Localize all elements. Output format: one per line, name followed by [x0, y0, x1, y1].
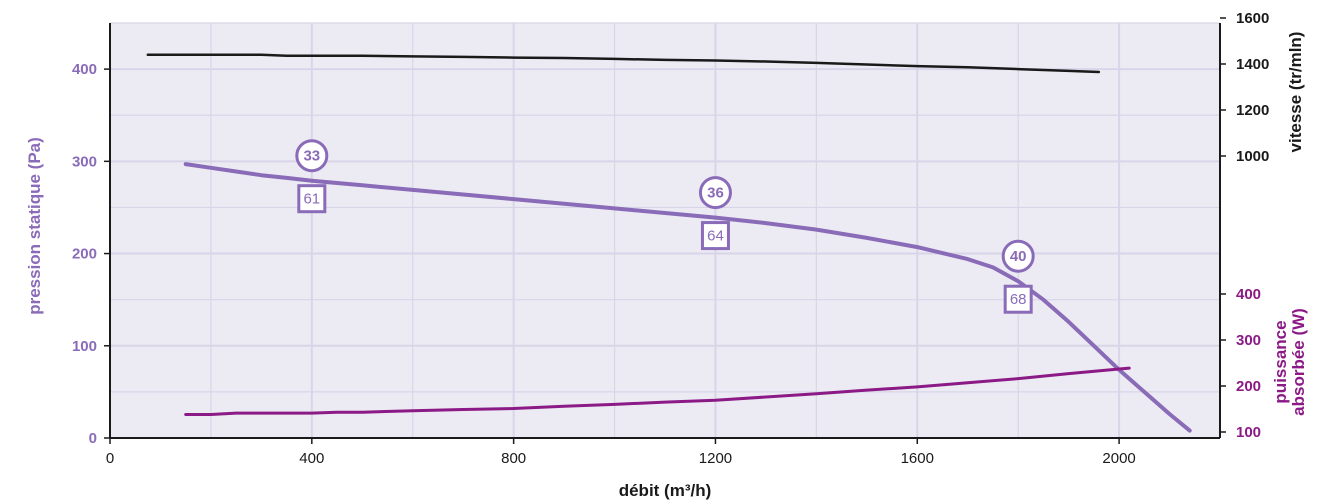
annotation-circle: [698, 176, 732, 210]
speed-tick-label: 1600: [1236, 10, 1269, 27]
annotation-box-label: 61: [303, 191, 320, 208]
plot-background: [110, 23, 1220, 438]
x-tick-label: 2000: [1102, 450, 1135, 467]
power-axis-title-line1: puissance: [1271, 320, 1290, 403]
left-tick-label: 0: [89, 430, 97, 447]
speed-axis-ticks: 1000 1200 1400 1600: [1220, 10, 1269, 165]
pressure-curve: [183, 162, 1192, 433]
annotation-markers: 33 61 36 64 40 68: [295, 139, 1035, 314]
speed-curve: [146, 53, 1101, 74]
series-lines: [146, 53, 1192, 433]
left-axis-ticks: 0 100 200 300 400: [72, 61, 110, 447]
power-tick-label: 100: [1236, 424, 1261, 441]
speed-tick-label: 1200: [1236, 102, 1269, 119]
annotation-circle: [295, 139, 329, 173]
x-tick-label: 400: [299, 450, 324, 467]
annotation-box: [297, 184, 327, 214]
power-tick-label: 400: [1236, 286, 1261, 303]
left-axis-title: pression statique (Pa): [25, 137, 44, 315]
left-tick-label: 200: [72, 246, 97, 263]
x-axis-ticks: 0 400 800 1200 1600 2000: [106, 438, 1136, 467]
x-axis-title: débit (m³/h): [619, 481, 712, 500]
power-tick-label: 200: [1236, 378, 1261, 395]
x-tick-label: 0: [106, 450, 114, 467]
annotation-circle-label: 36: [707, 185, 724, 202]
power-tick-label: 300: [1236, 332, 1261, 349]
annotation-box-label: 68: [1010, 291, 1027, 308]
annotation-box: [700, 221, 730, 251]
annotation-box: [1003, 284, 1033, 314]
power-axis-title-line2: absorbée (W): [1289, 308, 1308, 416]
speed-tick-label: 1400: [1236, 56, 1269, 73]
speed-axis-title: vitesse (tr/mln): [1286, 32, 1305, 153]
annotation-circle: [1001, 239, 1035, 273]
power-curve: [184, 366, 1131, 416]
x-tick-label: 1200: [699, 450, 732, 467]
left-tick-label: 300: [72, 153, 97, 170]
left-tick-label: 100: [72, 338, 97, 355]
annotation-circle-label: 33: [303, 148, 320, 165]
x-tick-label: 800: [501, 450, 526, 467]
annotation-box-label: 64: [707, 228, 724, 245]
power-axis-ticks: 100 200 300 400: [1220, 286, 1261, 441]
annotation-circle-label: 40: [1010, 248, 1027, 265]
left-tick-label: 400: [72, 61, 97, 78]
x-tick-label: 1600: [901, 450, 934, 467]
speed-tick-label: 1000: [1236, 148, 1269, 165]
